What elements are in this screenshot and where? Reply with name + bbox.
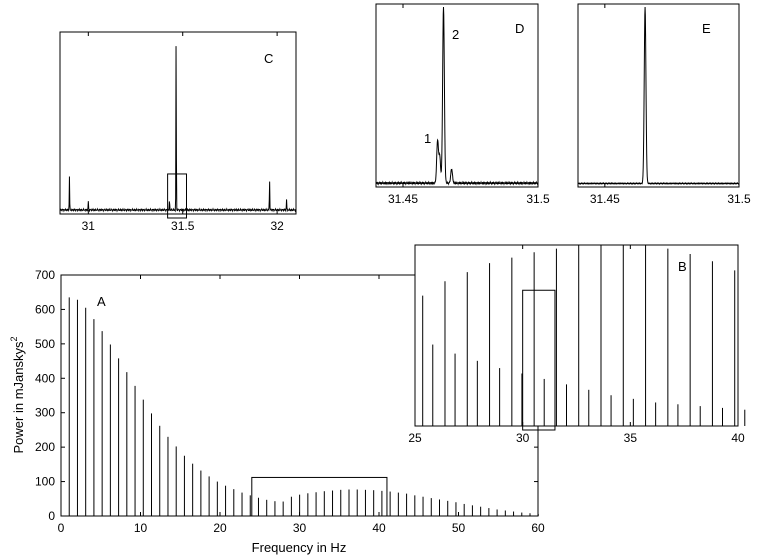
panel-a-x-tick-label-1: 10 [134,521,148,535]
panel-a-y-tick-label-3: 300 [35,406,55,420]
panel-d-label: D [515,21,524,36]
panel-b-x-tick-label-2: 35 [624,431,638,445]
panel-a-zoom-box [251,476,388,517]
panel-c-zoom-box [167,173,187,219]
panel-c-trace [59,46,297,213]
panel-d: 31.45 31.5 D 1 2 [375,3,550,206]
panel-a-y-tick-label-6: 600 [35,302,55,316]
panel-e-label: E [702,21,711,36]
panel-b-x-tick-label-0: 25 [408,431,422,445]
panel-d-x-ticks: 31.45 31.5 [388,4,550,206]
panel-c-x-ticks: 31 31.5 32 [82,32,284,233]
panel-c-x-tick-label-1: 31.5 [171,219,195,233]
panel-a-y-tick-label-2: 200 [35,440,55,454]
panel-e-axes [577,3,740,188]
panel-a-x-tick-label-6: 60 [531,521,545,535]
panel-b-bars [422,245,746,426]
panel-a-bars [68,297,539,516]
panel-d-peak-2-label: 2 [452,27,459,42]
panel-d-x-tick-label-0: 31.45 [388,192,418,206]
panel-a-y-tick-label-0: 0 [48,509,55,523]
panel-c-x-tick-label-0: 31 [82,219,96,233]
panel-a-y-tick-label-1: 100 [35,475,55,489]
panel-b-zoom-box [522,289,556,431]
panel-c: 31 31.5 32 C [59,31,297,233]
panel-a-x-axis-label: Frequency in Hz [252,540,347,555]
panel-e-x-tick-label-1: 31.5 [727,192,751,206]
panel-a-x-ticks: 0 10 20 30 40 50 60 [58,275,545,535]
panel-a-x-tick-label-0: 0 [58,521,65,535]
panel-a-y-ticks: 0 100 200 300 400 500 600 700 [35,268,538,523]
panel-a-y-tick-label-7: 700 [35,268,55,282]
panel-e: 31.45 31.5 E [577,3,751,206]
panel-b-x-ticks: 25 30 35 40 [408,245,745,445]
panel-c-label: C [264,51,273,66]
panel-a-x-tick-label-3: 30 [293,521,307,535]
panel-a-x-tick-label-5: 50 [452,521,466,535]
panel-c-x-tick-label-2: 32 [270,219,284,233]
panel-a-y-tick-label-4: 400 [35,371,55,385]
panel-a-y-axis-label-superscript: 2 [9,337,19,342]
panel-e-x-ticks: 31.45 31.5 [590,4,751,206]
panel-c-axes [59,31,297,215]
panel-b-label: B [678,259,687,274]
panel-a-y-axis-label: Power in mJanskys2 [9,337,26,454]
panel-b-x-tick-label-1: 30 [516,431,530,445]
panel-a-label: A [97,294,106,309]
panel-d-axes [375,3,539,188]
panel-b: 25 30 35 40 B [408,244,746,445]
panel-b-axes [414,244,739,427]
panel-b-x-tick-label-3: 40 [731,431,745,445]
panel-d-peak-1-label: 1 [424,131,431,146]
panel-a-x-tick-label-2: 20 [213,521,227,535]
panel-a-y-axis-label-text: Power in mJanskys [11,341,26,453]
panel-e-x-tick-label-0: 31.45 [590,192,620,206]
panel-d-x-tick-label-1: 31.5 [526,192,550,206]
panel-a-y-tick-label-5: 500 [35,337,55,351]
panel-a-x-tick-label-4: 40 [372,521,386,535]
panel-d-trace [375,6,539,186]
